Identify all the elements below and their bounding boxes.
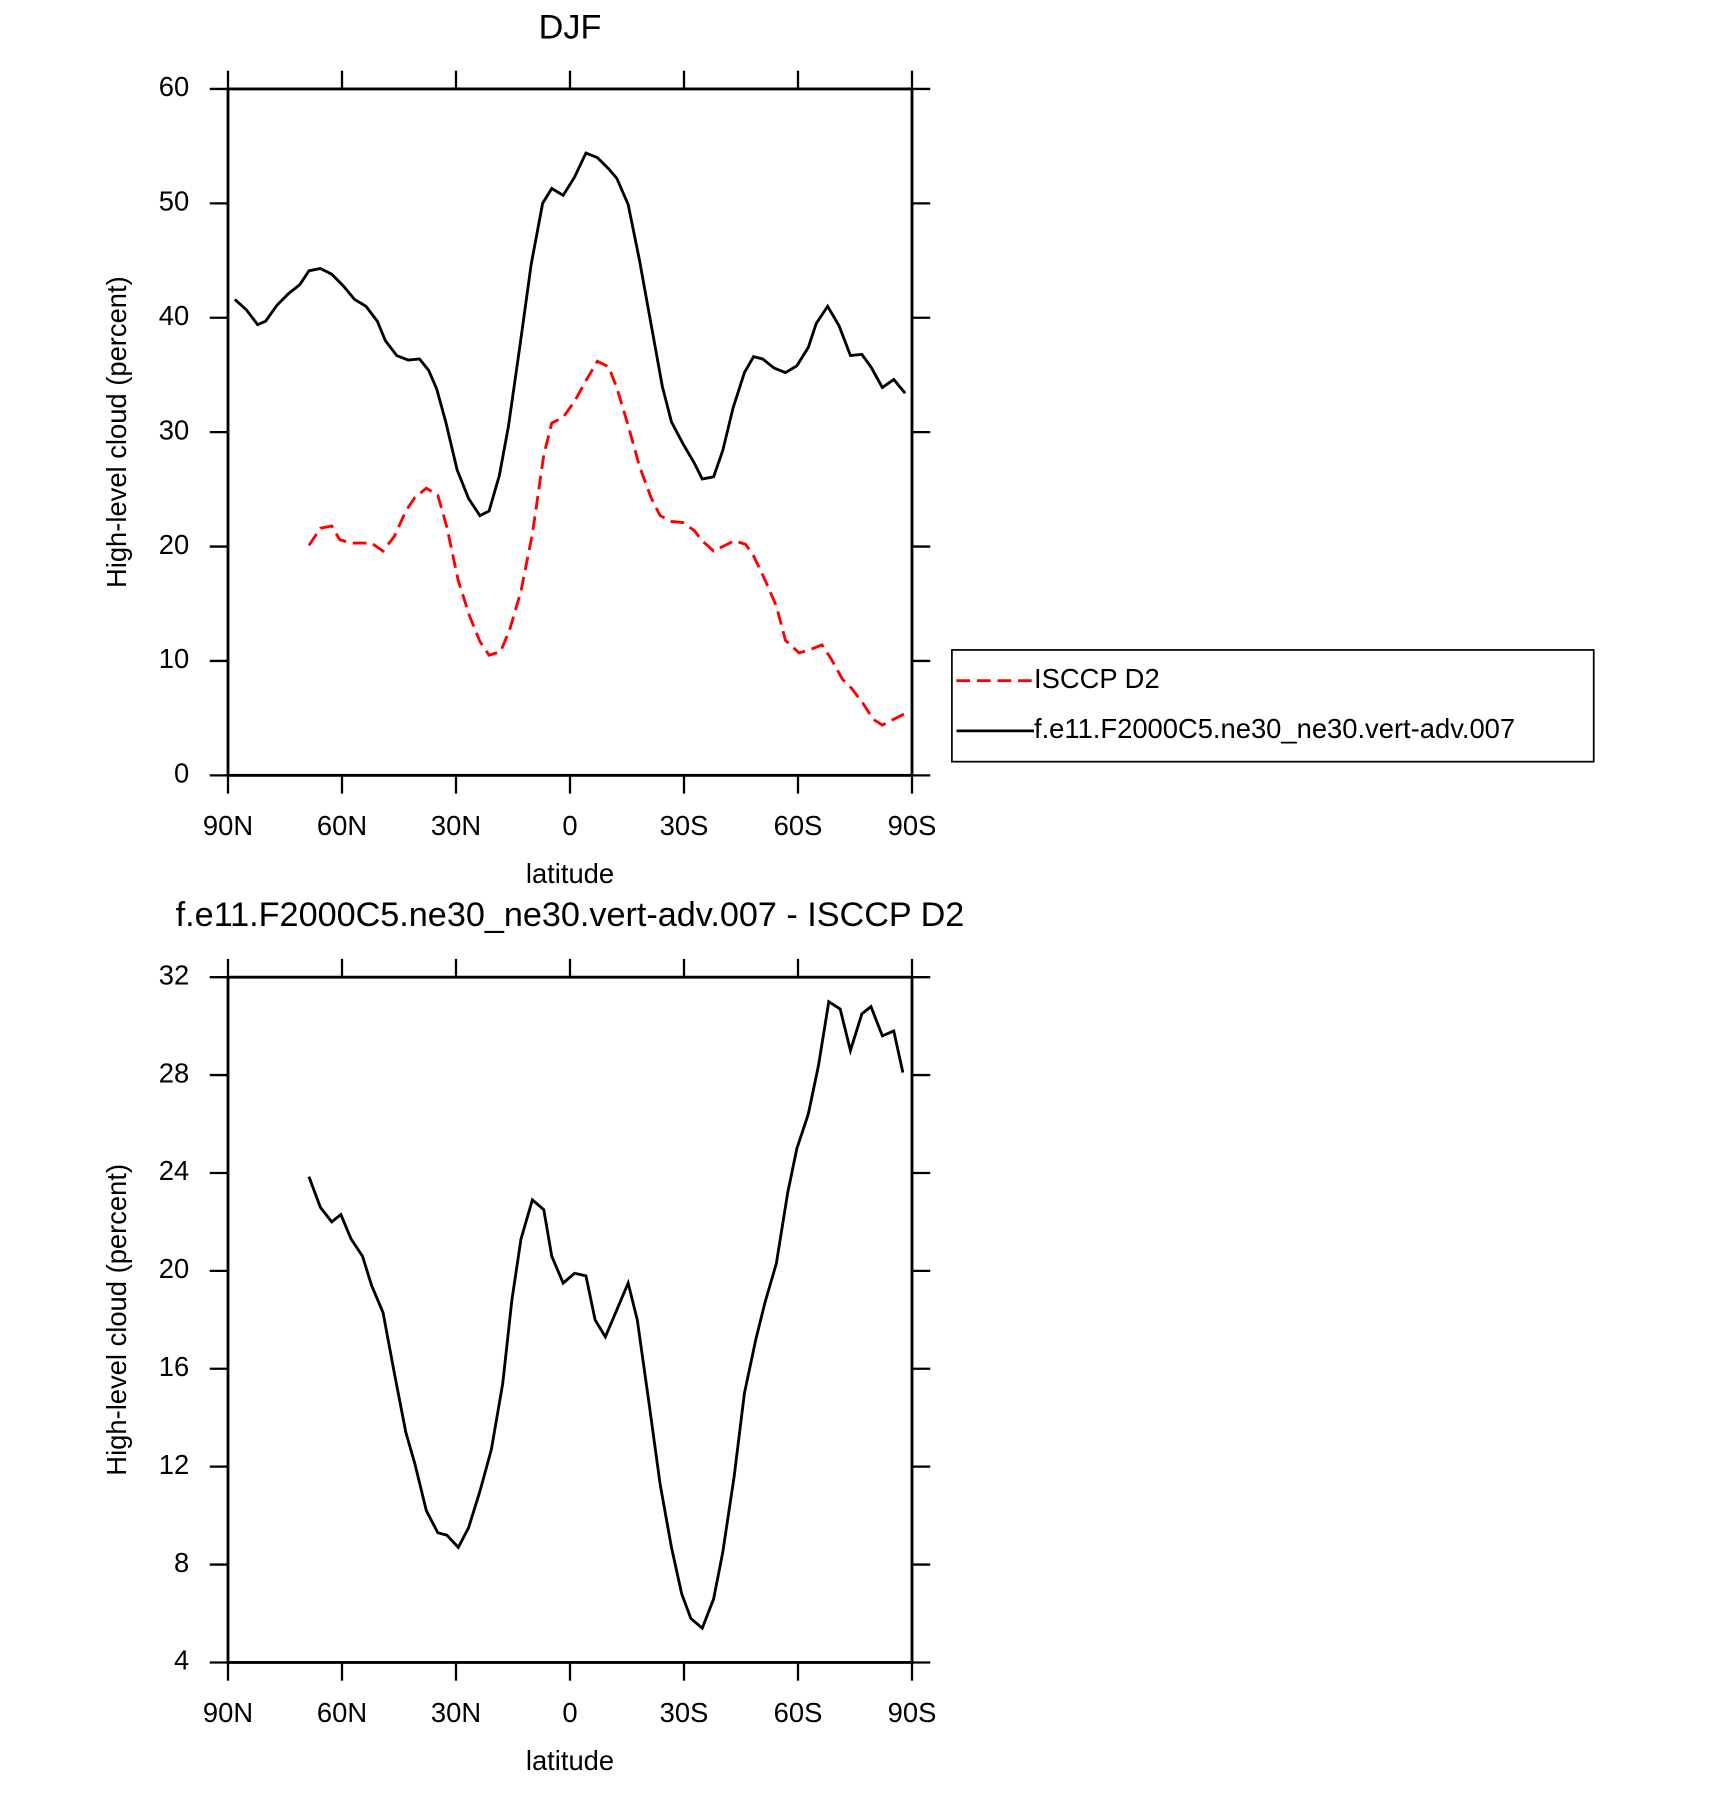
data-line: [233, 151, 907, 518]
data-line: [307, 359, 906, 727]
legend-label: f.e11.F2000C5.ne30_ne30.vert-adv.007: [1034, 713, 1515, 744]
y-tick-label: 50: [159, 186, 189, 217]
x-tick-label: 60N: [317, 1697, 367, 1728]
x-tick-label: 60S: [774, 810, 823, 841]
x-tick-label: 60N: [317, 810, 367, 841]
x-tick-label: 0: [562, 810, 577, 841]
y-tick-label: 28: [159, 1057, 189, 1088]
chart-title: DJF: [539, 9, 602, 47]
x-tick-label: 90S: [888, 1697, 937, 1728]
x-tick-label: 90S: [888, 810, 937, 841]
y-tick-label: 32: [159, 959, 189, 990]
plot-frame: [226, 87, 914, 777]
y-tick-label: 16: [159, 1351, 189, 1382]
x-tick-label: 30S: [660, 1697, 709, 1728]
plot-frame: [226, 975, 914, 1664]
y-tick-label: 24: [159, 1155, 189, 1186]
y-tick-label: 8: [174, 1547, 189, 1578]
y-tick-label: 40: [159, 300, 189, 331]
x-tick-label: 90N: [203, 810, 253, 841]
x-tick-label: 30S: [660, 810, 709, 841]
y-axis-label: High-level cloud (percent): [101, 1164, 132, 1476]
legend-label: ISCCP D2: [1034, 663, 1160, 694]
y-tick-label: 60: [159, 71, 189, 102]
x-tick-label: 30N: [431, 810, 481, 841]
y-tick-label: 20: [159, 529, 189, 560]
y-tick-label: 10: [159, 643, 189, 674]
y-tick-label: 12: [159, 1449, 189, 1480]
y-tick-label: 0: [174, 758, 189, 789]
x-tick-label: 60S: [774, 1697, 823, 1728]
y-tick-label: 30: [159, 414, 189, 445]
data-line: [307, 999, 905, 1631]
chart-title: f.e11.F2000C5.ne30_ne30.vert-adv.007 - I…: [176, 896, 965, 934]
x-tick-label: 0: [562, 1697, 577, 1728]
y-axis-label: High-level cloud (percent): [101, 276, 132, 588]
legend-box: [951, 649, 1595, 763]
y-tick-label: 4: [174, 1645, 189, 1676]
x-tick-label: 90N: [203, 1697, 253, 1728]
x-tick-label: 30N: [431, 1697, 481, 1728]
y-tick-label: 20: [159, 1253, 189, 1284]
x-axis-label: latitude: [526, 1745, 614, 1776]
x-axis-label: latitude: [526, 858, 614, 889]
